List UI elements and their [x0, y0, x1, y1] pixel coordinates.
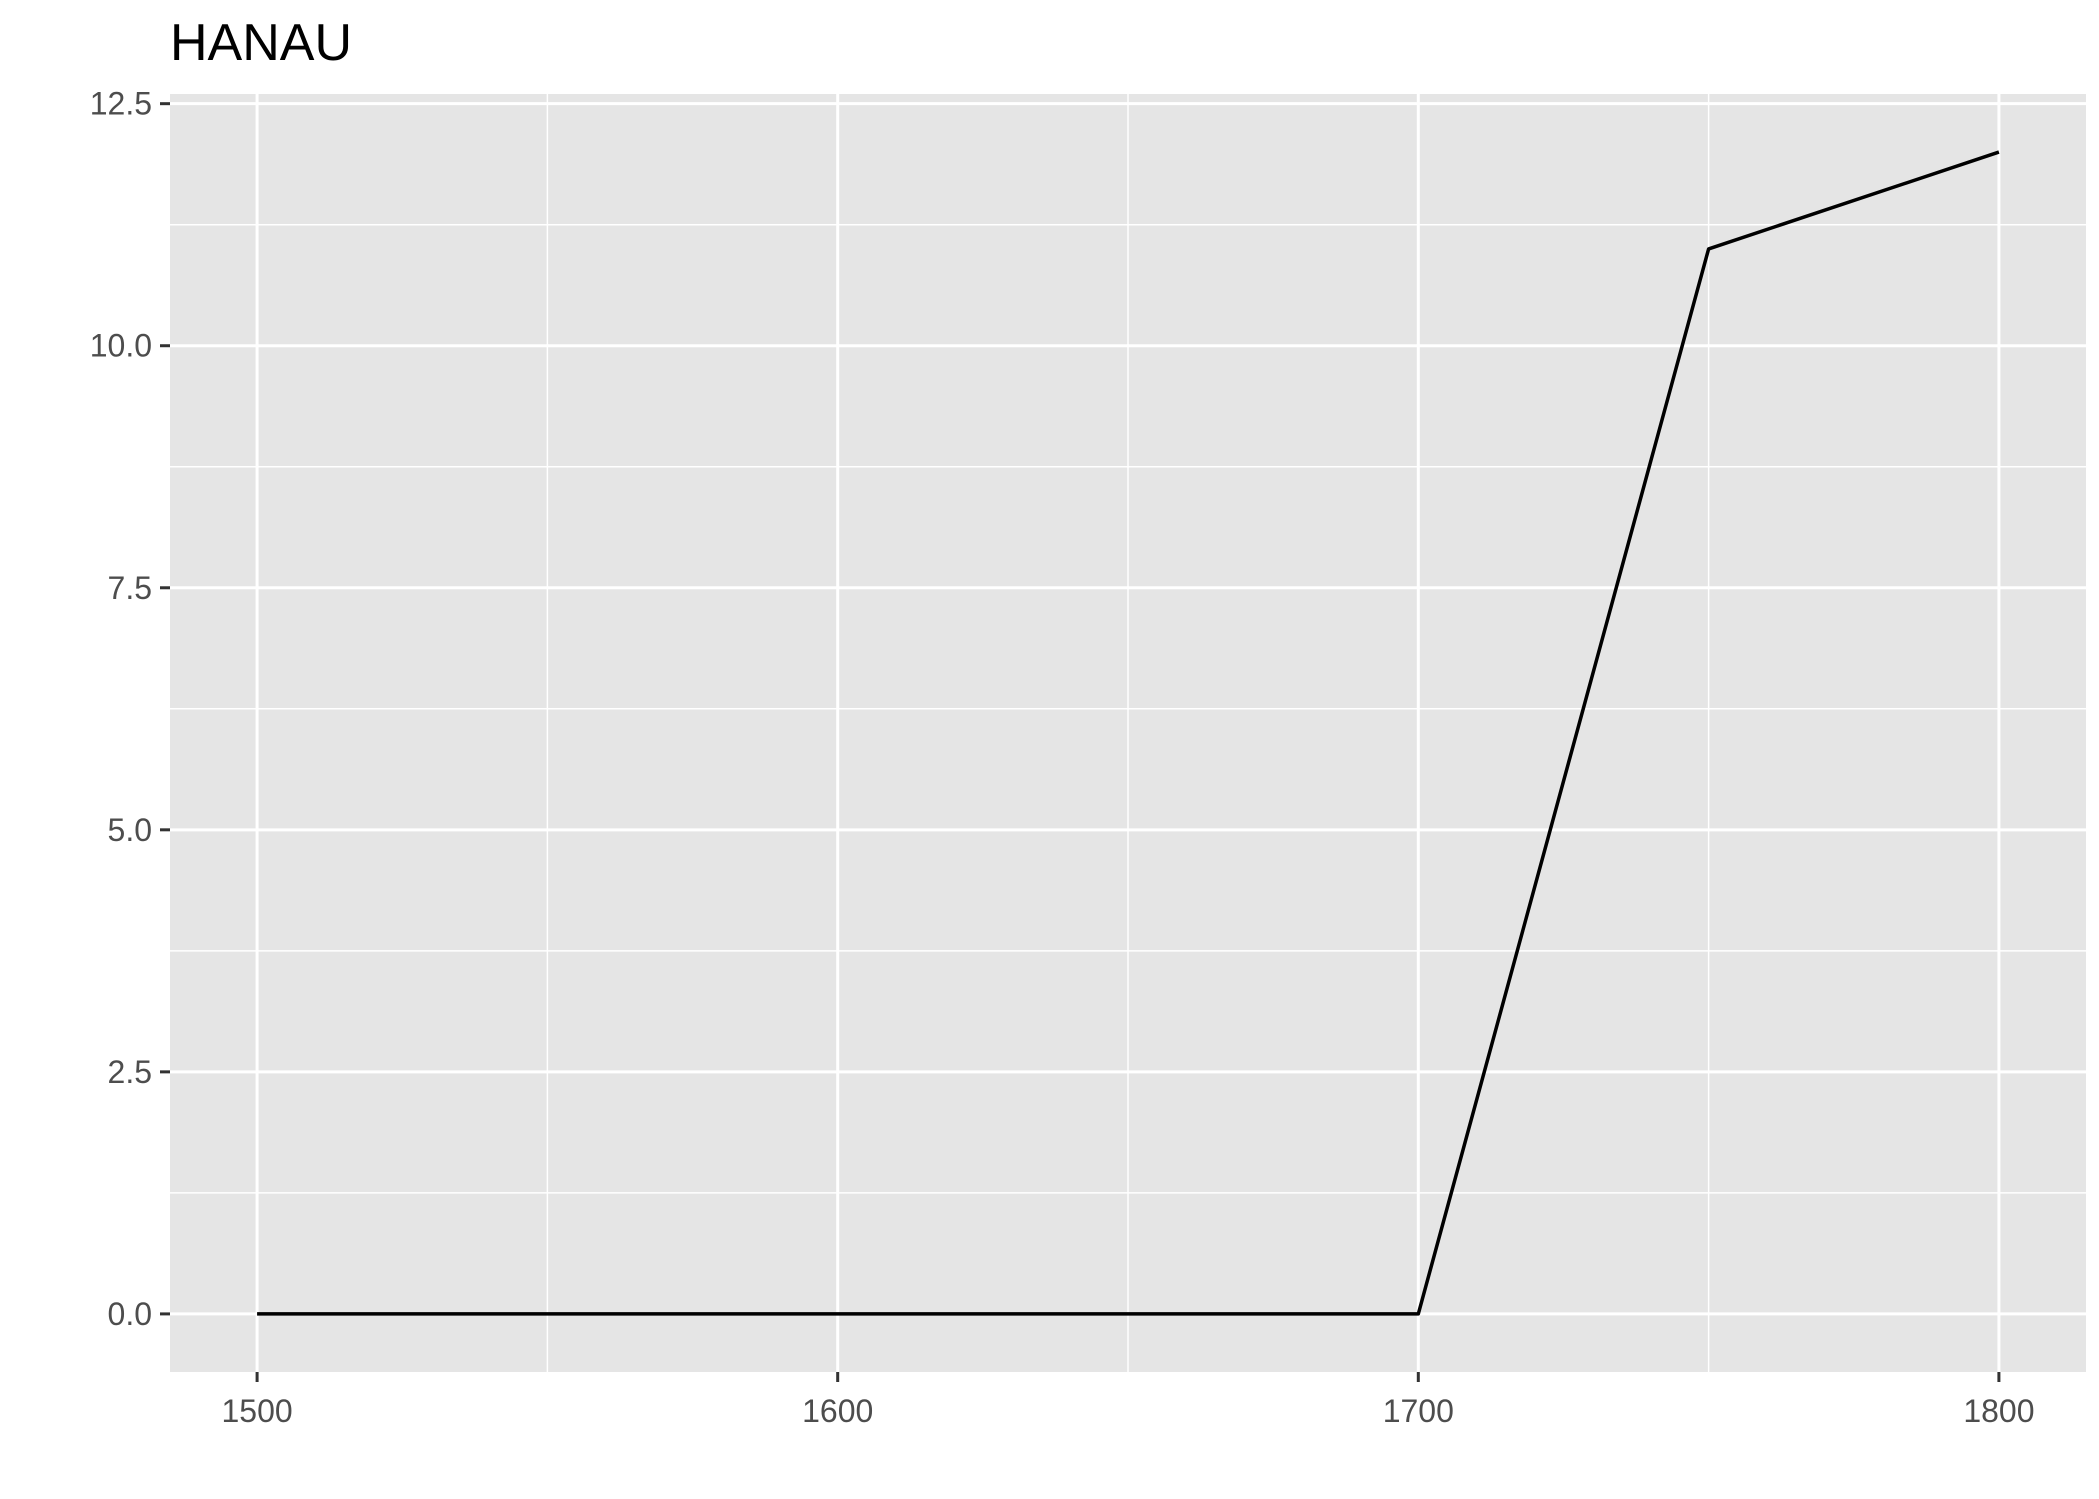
plot-area: 0.0 2.5 5.0 7.5 10.0 12.5 1500 1600 1700 1800 — [90, 86, 2086, 1429]
series-line — [257, 150, 2000, 1316]
y-tick-label: 5.0 — [108, 812, 152, 848]
y-tick-label: 10.0 — [90, 328, 152, 364]
x-tick-label: 1500 — [221, 1393, 292, 1429]
y-tick-label: 0.0 — [108, 1296, 152, 1332]
x-tick-label: 1700 — [1383, 1393, 1454, 1429]
y-tick-label: 12.5 — [90, 86, 152, 122]
x-tick-label: 1800 — [1963, 1393, 2034, 1429]
x-tick-label: 1600 — [802, 1393, 873, 1429]
y-tick-label: 2.5 — [108, 1054, 152, 1090]
y-tick-label: 7.5 — [108, 570, 152, 606]
chart-title: HANAU — [170, 14, 352, 72]
